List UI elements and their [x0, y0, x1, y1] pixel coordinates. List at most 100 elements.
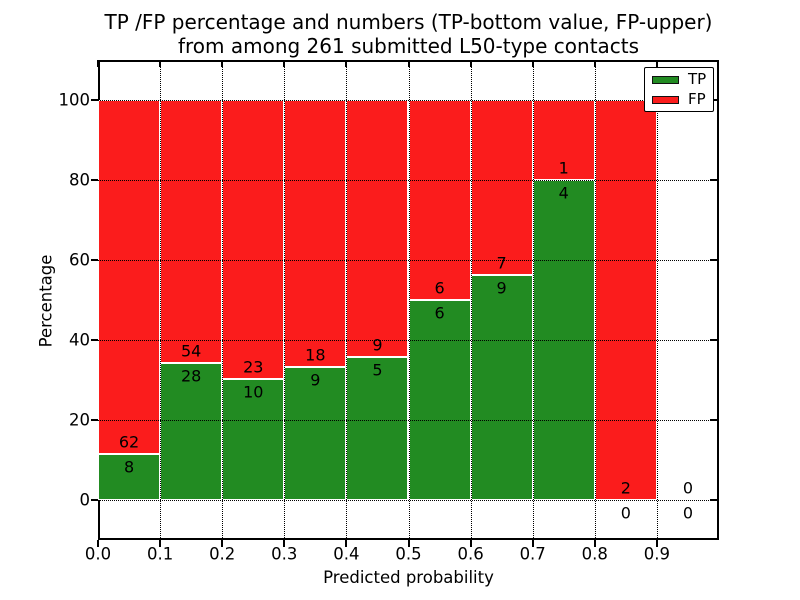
- legend-label-tp: TP: [688, 70, 707, 88]
- bar-tp-segment: [222, 378, 285, 500]
- x-tick-label: 0.7: [519, 544, 546, 564]
- tp-count-label: 0: [620, 503, 631, 523]
- x-tick-mark: [655, 540, 658, 547]
- y-tick-mark: [91, 179, 98, 181]
- y-tick-mark-right: [710, 179, 717, 181]
- y-tick-mark: [91, 339, 98, 341]
- gridline-x: [160, 60, 162, 540]
- x-tick-label: 0.0: [84, 544, 112, 564]
- tp-count-label: 9: [496, 278, 507, 298]
- bar-tp-segment: [470, 275, 533, 500]
- tp-count-label: 10: [243, 382, 264, 402]
- bar-fp-segment: [98, 100, 161, 455]
- legend-item-fp: FP: [645, 91, 713, 108]
- fp-count-label: 23: [243, 357, 264, 377]
- gridline-x: [346, 60, 348, 540]
- y-tick-mark-right: [710, 259, 717, 261]
- x-tick-label: 0.5: [395, 544, 422, 564]
- x-tick-mark: [407, 540, 410, 547]
- x-tick-mark: [283, 540, 286, 547]
- y-tick-mark: [91, 99, 98, 101]
- fp-count-label: 18: [305, 345, 326, 365]
- x-tick-label: 0.1: [146, 544, 174, 564]
- x-tick-mark-top: [407, 60, 410, 67]
- tp-count-label: 0: [682, 503, 694, 523]
- fp-count-label: 2: [620, 478, 631, 498]
- tp-count-label: 4: [558, 183, 569, 203]
- legend-item-tp: TP: [645, 71, 713, 88]
- y-tick-mark: [91, 499, 98, 501]
- gridline-x: [656, 60, 658, 540]
- y-tick-label: 20: [69, 410, 90, 430]
- x-tick-label: 0.4: [333, 544, 360, 564]
- tp-count-label: 6: [434, 303, 445, 323]
- bar-fp-segment: [222, 100, 285, 379]
- y-tick-mark: [91, 259, 98, 261]
- fp-count-label: 1: [558, 158, 569, 178]
- x-tick-mark: [593, 540, 596, 547]
- tp-count-label: 5: [372, 360, 383, 380]
- x-tick-mark-top: [221, 60, 224, 67]
- legend: TP FP: [644, 67, 714, 112]
- x-tick-label: 0.9: [643, 544, 671, 564]
- bar-tp-segment: [346, 357, 409, 500]
- fp-count-label: 62: [118, 432, 140, 452]
- x-tick-mark-top: [469, 60, 472, 67]
- tp-count-label: 28: [180, 366, 202, 386]
- tp-color-swatch: [652, 75, 679, 84]
- bar-fp-segment: [160, 100, 223, 364]
- x-tick-mark: [531, 540, 534, 547]
- y-tick-label: 0: [79, 490, 91, 510]
- x-tick-mark: [469, 540, 472, 547]
- fp-count-label: 0: [682, 478, 694, 498]
- x-tick-mark-top: [593, 60, 596, 67]
- tp-count-label: 8: [123, 457, 135, 477]
- y-tick-label: 100: [58, 90, 91, 110]
- gridline-x: [408, 60, 410, 540]
- legend-label-fp: FP: [688, 90, 706, 108]
- bar-fp-segment: [346, 100, 409, 358]
- y-tick-mark-right: [710, 419, 717, 421]
- fp-count-label: 7: [496, 253, 507, 273]
- chart-title-line2: from among 261 submitted L50-type contac…: [177, 33, 640, 58]
- y-tick-label: 80: [69, 170, 90, 190]
- fp-count-label: 6: [434, 278, 445, 298]
- x-tick-label: 0.3: [271, 544, 298, 564]
- x-tick-mark-top: [345, 60, 348, 67]
- fp-count-label: 54: [180, 341, 202, 361]
- gridline-x: [532, 60, 534, 540]
- x-tick-mark-top: [97, 60, 99, 67]
- gridline-x: [594, 60, 596, 540]
- x-tick-mark-top: [283, 60, 286, 67]
- bar-fp-segment: [594, 100, 657, 500]
- chart-title: TP /FP percentage and numbers (TP-bottom…: [98, 10, 719, 58]
- x-tick-mark-top: [655, 60, 658, 67]
- x-tick-mark-top: [159, 60, 162, 67]
- x-tick-mark: [159, 540, 162, 547]
- gridline-x: [284, 60, 286, 540]
- fp-count-label: 9: [372, 335, 383, 355]
- y-tick-mark: [91, 419, 98, 421]
- fp-color-swatch: [652, 95, 679, 104]
- x-tick-mark-top: [531, 60, 534, 67]
- x-tick-mark: [221, 540, 224, 547]
- x-tick-mark: [345, 540, 348, 547]
- x-tick-mark: [97, 540, 99, 547]
- y-tick-mark-right: [710, 499, 717, 501]
- x-tick-label: 0.6: [457, 544, 484, 564]
- x-axis-label: Predicted probability: [323, 568, 494, 587]
- bar-fp-segment: [284, 100, 347, 367]
- x-tick-label: 0.2: [209, 544, 236, 564]
- y-tick-mark-right: [710, 339, 717, 341]
- x-tick-label: 0.8: [581, 544, 608, 564]
- bar-tp-segment: [408, 300, 471, 500]
- bar-fp-segment: [408, 100, 471, 300]
- chart-title-line1: TP /FP percentage and numbers (TP-bottom…: [104, 10, 713, 34]
- bar-fp-segment: [470, 100, 533, 275]
- gridline-x: [470, 60, 472, 540]
- y-tick-label: 60: [69, 250, 90, 270]
- tp-count-label: 9: [310, 370, 321, 390]
- y-tick-label: 40: [69, 330, 90, 350]
- bar-tp-segment: [98, 454, 161, 500]
